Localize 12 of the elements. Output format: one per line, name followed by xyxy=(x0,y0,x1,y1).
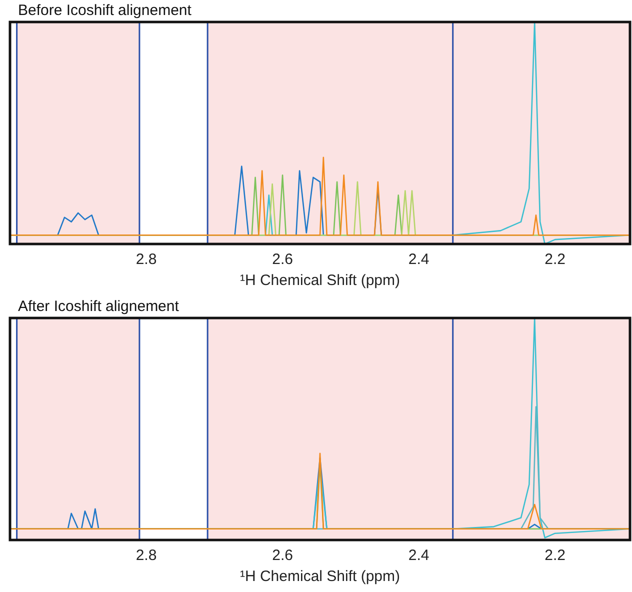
x-tick-label: 2.4 xyxy=(408,251,430,268)
x-tick-label: 2.2 xyxy=(544,251,566,268)
x-axis-title: ¹H Chemical Shift (ppm) xyxy=(240,272,400,290)
chart-title: After Icoshift alignement xyxy=(18,298,179,315)
chart-title: Before Icoshift alignement xyxy=(18,2,192,19)
x-tick-label: 2.6 xyxy=(272,547,293,564)
x-axis-title: ¹H Chemical Shift (ppm) xyxy=(240,568,400,586)
x-tick-label: 2.8 xyxy=(136,251,157,268)
x-tick-label: 2.6 xyxy=(272,251,293,268)
x-tick-label: 2.4 xyxy=(408,547,430,564)
x-tick-label: 2.8 xyxy=(136,547,157,564)
x-tick-label: 2.2 xyxy=(544,547,566,564)
